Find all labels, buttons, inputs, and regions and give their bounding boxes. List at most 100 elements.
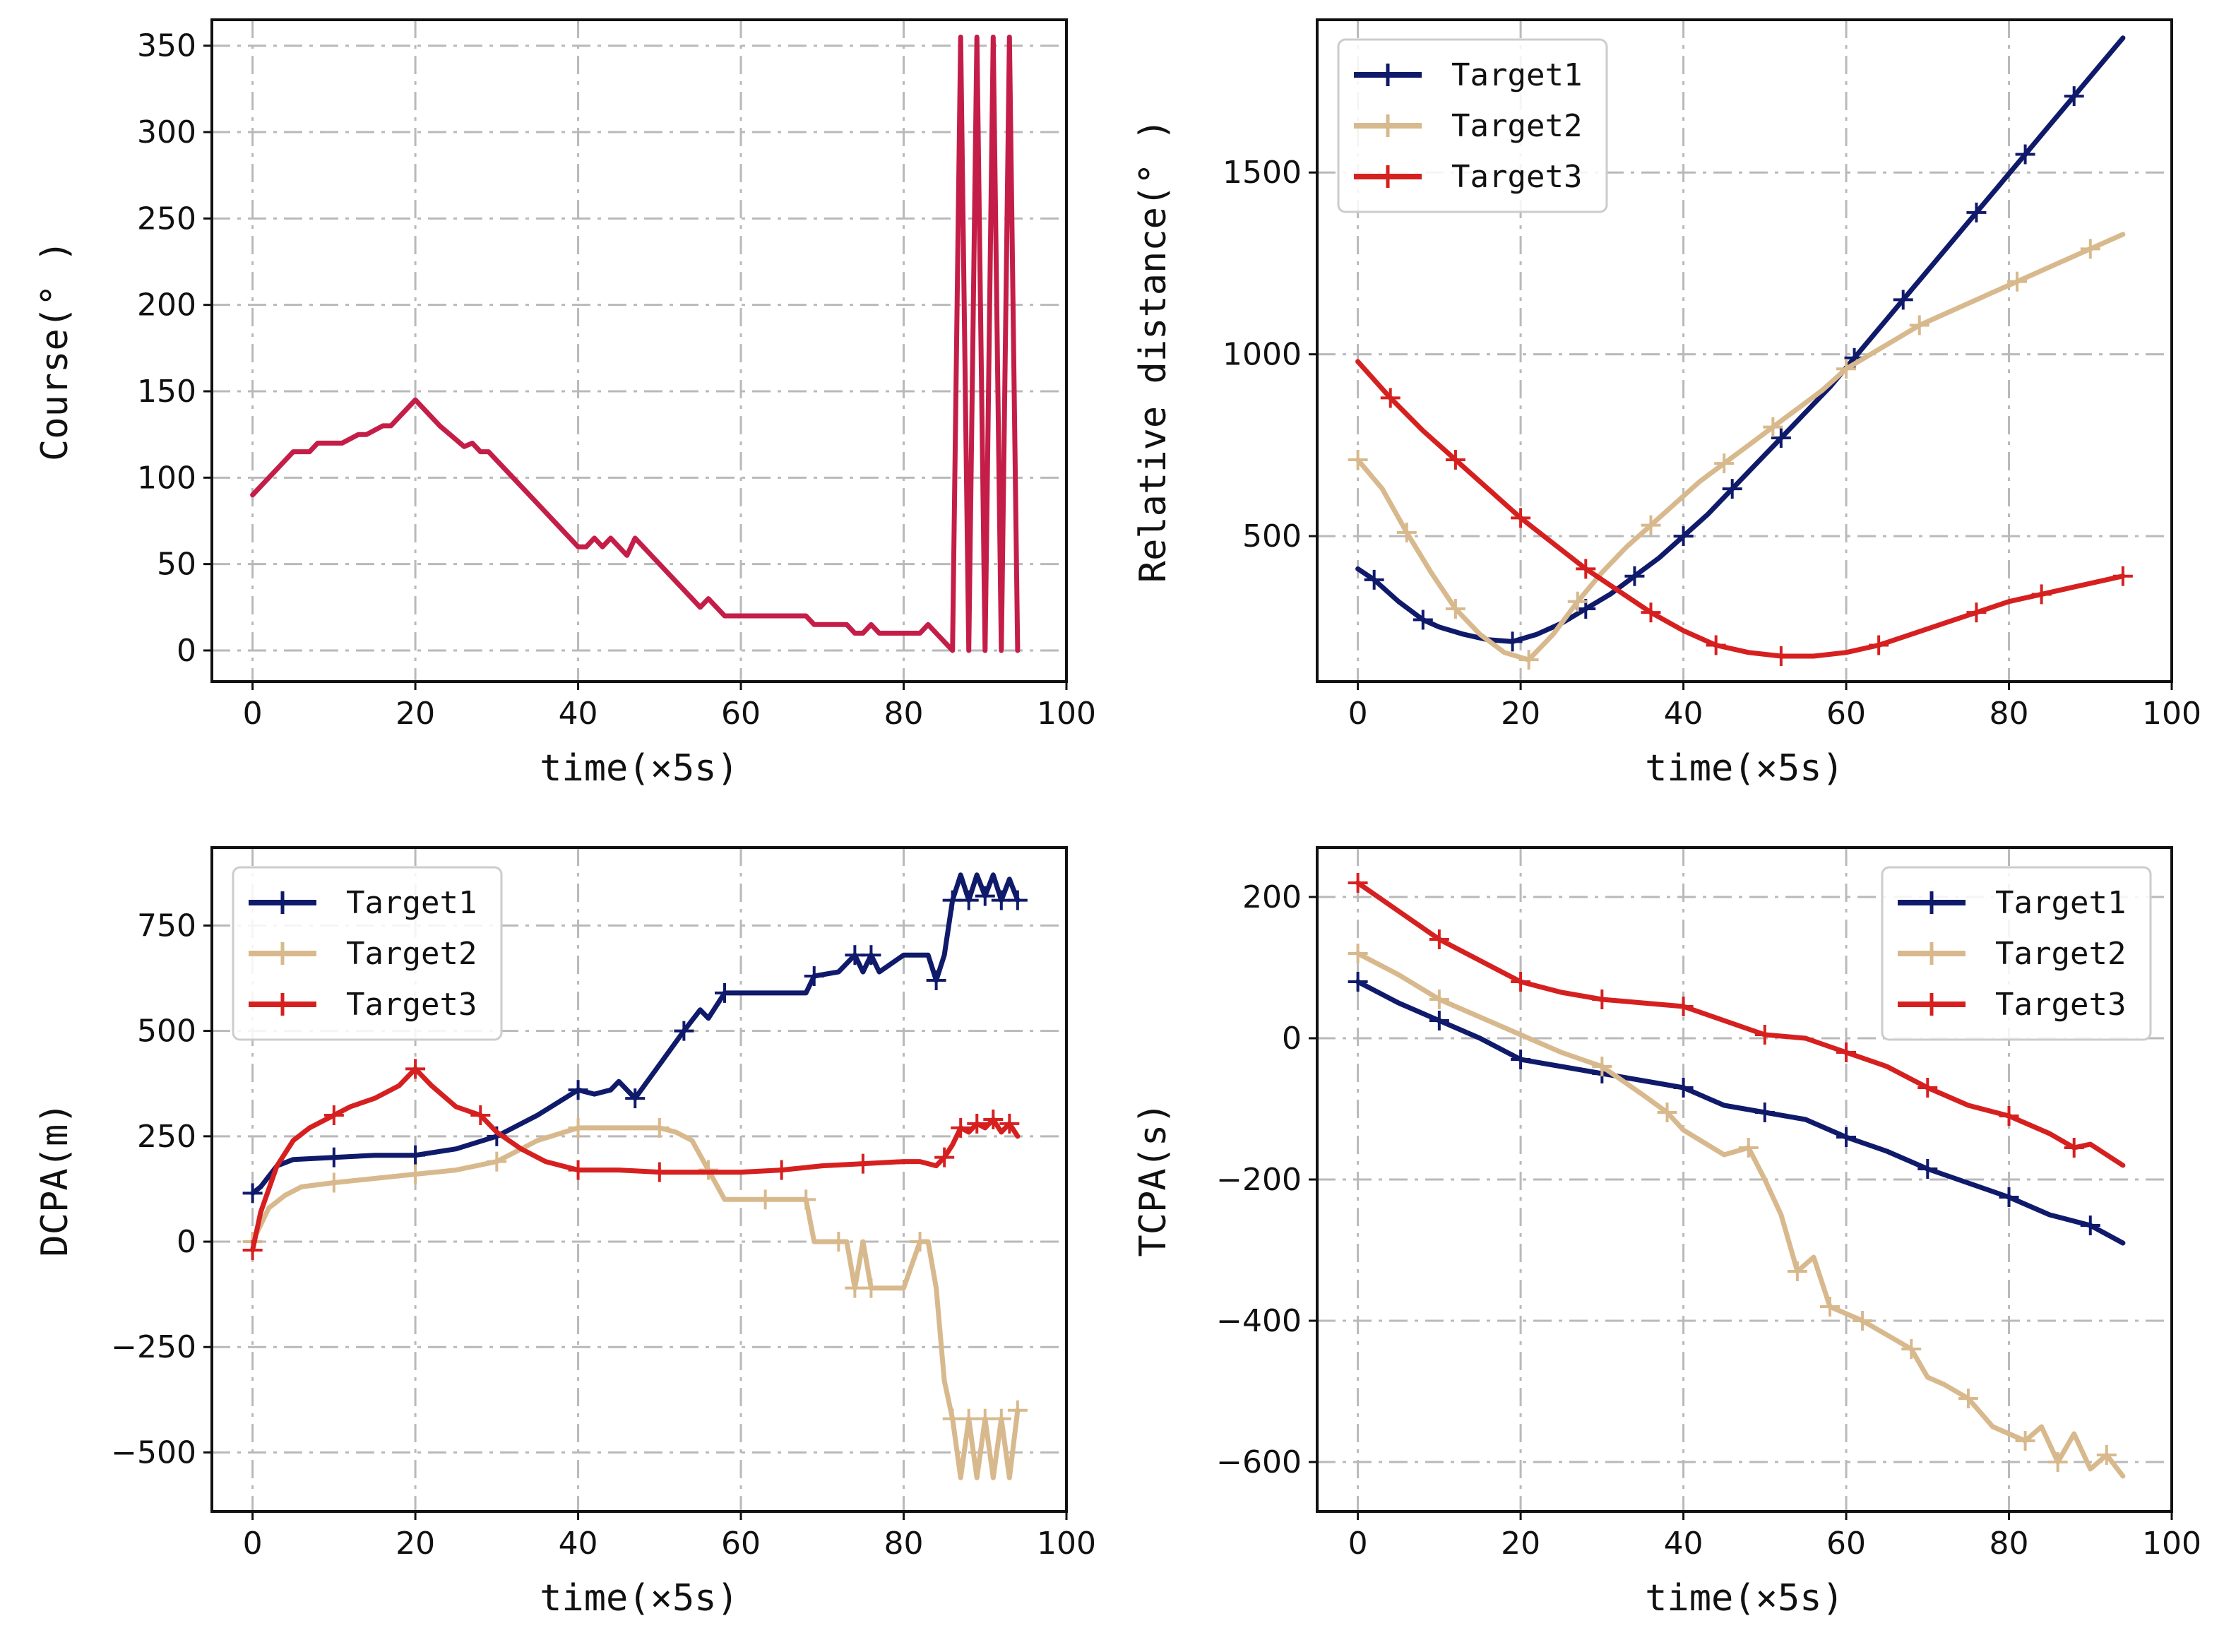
data-point-marker <box>755 1189 775 1210</box>
data-point-marker <box>323 1172 344 1193</box>
data-point-marker <box>2096 1445 2117 1465</box>
data-point-marker <box>1836 359 1857 379</box>
data-point-marker <box>967 1113 987 1134</box>
series-line-target2 <box>250 1125 1021 1480</box>
x-axis-label: time(×5s) <box>1645 1577 1844 1620</box>
data-point-marker <box>1380 388 1401 408</box>
data-point-marker <box>975 886 995 906</box>
data-point-marker <box>1576 559 1596 579</box>
x-tick-label: 40 <box>559 1526 598 1562</box>
data-point-marker <box>2080 1216 2100 1235</box>
data-point-marker <box>1754 1025 1775 1045</box>
y-tick-label: 1000 <box>1223 337 1302 373</box>
x-tick-label: 80 <box>884 1526 924 1562</box>
legend-item-target2: Target2 <box>1898 936 2126 972</box>
legend-label: Target3 <box>1995 987 2126 1023</box>
data-point-marker <box>1348 449 1368 470</box>
y-tick-label: 50 <box>157 547 196 583</box>
y-tick-label: 300 <box>137 114 196 150</box>
data-point-marker <box>1673 526 1694 547</box>
series-line-own-ship-course <box>250 35 1021 653</box>
data-point-marker <box>405 1145 426 1165</box>
data-point-marker <box>2015 144 2035 165</box>
data-point-marker <box>1771 428 1791 448</box>
legend-box <box>1337 38 1608 213</box>
legend-item-target1: Target1 <box>1898 885 2126 921</box>
x-tick-label: 40 <box>1664 1526 1703 1562</box>
plot-frame <box>210 846 1068 1513</box>
series-line-target3 <box>1355 359 2126 659</box>
data-point-marker <box>405 1164 426 1184</box>
data-point-marker <box>1869 635 1889 655</box>
data-point-marker <box>715 982 735 1003</box>
x-tick-label: 60 <box>1826 1526 1866 1562</box>
data-point-marker <box>771 1160 792 1180</box>
data-point-marker <box>1445 449 1465 470</box>
data-point-marker <box>983 1109 1004 1129</box>
data-point-marker <box>991 1408 1011 1429</box>
data-point-marker <box>2064 1138 2084 1158</box>
y-tick-label: 0 <box>177 633 196 669</box>
data-point-marker <box>804 966 824 987</box>
panel-course: 0 20 40 60 80 100 0 50 100 150 200 250 300 350 time(×5… <box>34 18 1096 790</box>
data-point-marker <box>1999 1187 2019 1207</box>
x-tick-label: 100 <box>2142 1526 2201 1562</box>
data-point-marker <box>674 1021 694 1041</box>
data-point-marker <box>999 1113 1020 1134</box>
data-point-marker <box>1348 944 1368 963</box>
y-tick-label: 200 <box>137 287 196 323</box>
data-point-marker <box>958 890 979 910</box>
data-point-marker <box>1511 508 1531 528</box>
y-tick-label: 150 <box>137 374 196 410</box>
legend-label: Target3 <box>1451 159 1582 195</box>
legend-item-target2: Target2 <box>249 936 477 972</box>
x-tick-label: 80 <box>884 696 924 732</box>
y-tick-label: −500 <box>111 1434 196 1470</box>
data-point-marker <box>1714 453 1735 474</box>
x-tick-label: 0 <box>1348 1526 1368 1562</box>
data-point-marker <box>1567 591 1588 612</box>
data-point-marker <box>861 945 881 965</box>
x-tick-label: 0 <box>1348 696 1368 732</box>
legend: Target1 Target2 Target3 <box>1337 38 1608 213</box>
y-tick-label: 250 <box>137 1119 196 1155</box>
panel-relative-distance: 0 20 40 60 80 100 500 1000 1500 time(×5s) Relative… <box>1132 18 2201 790</box>
data-point-marker <box>1999 1106 2019 1126</box>
y-tick-label: 500 <box>137 1014 196 1050</box>
legend-label: Target2 <box>1995 936 2126 972</box>
legend-item-target3: Target3 <box>1354 159 1582 195</box>
y-tick-label: 250 <box>137 201 196 237</box>
data-point-marker <box>1836 1127 1857 1147</box>
data-point-marker <box>1754 1103 1775 1122</box>
data-point-marker <box>405 1059 426 1079</box>
data-point-marker <box>1641 602 1661 623</box>
data-point-marker <box>242 1240 263 1260</box>
data-point-marker <box>1445 599 1465 619</box>
data-point-marker <box>1502 631 1523 652</box>
data-point-marker <box>2007 271 2028 292</box>
x-tick-label: 100 <box>2142 696 2201 732</box>
panel-dcpa: 0 20 40 60 80 100 −500 −250 0 250 500 750 time(×5s) D… <box>34 846 1096 1620</box>
y-axis-label: DCPA(m) <box>34 1102 76 1256</box>
data-point-marker <box>1673 997 1694 1016</box>
data-point-marker <box>910 1232 930 1252</box>
x-tick-label: 80 <box>1990 696 2029 732</box>
legend-label: Target1 <box>1451 57 1582 93</box>
data-point-marker <box>1787 1261 1807 1281</box>
data-point-marker <box>1966 202 1987 222</box>
data-point-marker <box>2112 566 2133 586</box>
data-point-marker <box>1511 1050 1531 1069</box>
data-point-marker <box>1706 635 1726 655</box>
x-tick-label: 80 <box>1990 1526 2029 1562</box>
legend: Target1 Target2 Target3 <box>1881 866 2152 1041</box>
data-point-marker <box>2047 1452 2068 1472</box>
x-tick-label: 60 <box>721 696 761 732</box>
plot-frame <box>210 18 1068 683</box>
plot-frame <box>1316 18 2173 683</box>
data-point-marker <box>1958 1389 1978 1408</box>
data-point-marker <box>1901 1339 1922 1359</box>
data-point-marker <box>1007 890 1028 910</box>
data-point-marker <box>1820 1297 1840 1317</box>
data-point-marker <box>1917 1159 1938 1179</box>
